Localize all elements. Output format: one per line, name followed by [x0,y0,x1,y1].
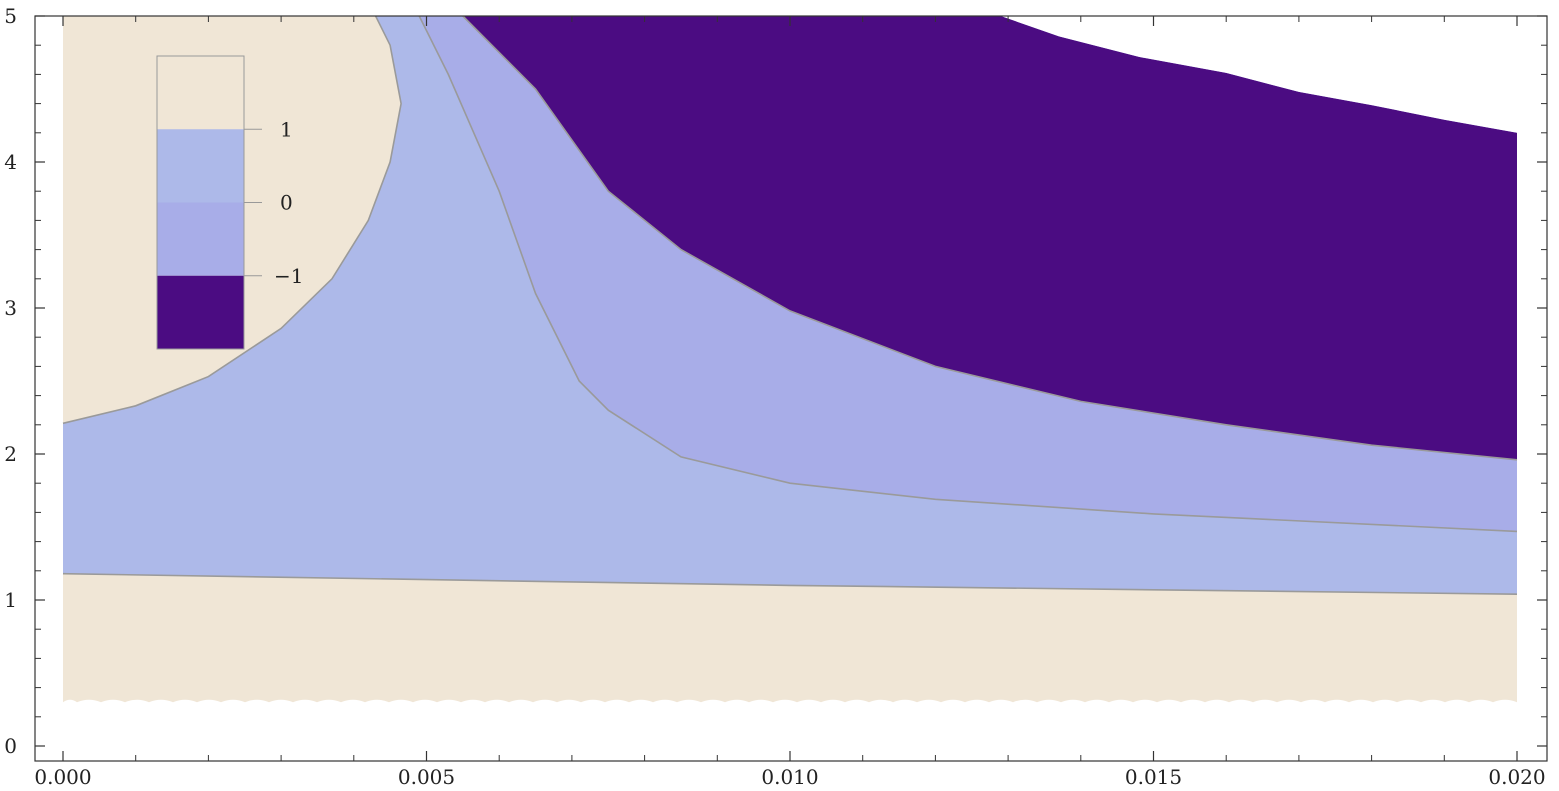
y-tick-label: 1 [4,588,17,612]
axes: 0.000 0.005 0.010 0.015 0.020 0 1 2 3 4 5 [4,4,1547,789]
y-tick-label: 3 [4,296,17,320]
contour-line-lower [62,572,1518,595]
contour-line-upper [462,15,1518,461]
y-tick-label: 5 [4,4,17,28]
legend-swatch [157,56,244,130]
x-tick-label: 0.010 [761,765,818,786]
y-tick-label: 2 [4,442,17,466]
legend-swatch [157,275,244,349]
legend-swatch [157,129,244,203]
legend: 1 0 −1 [156,55,303,350]
x-tick-label: 0.020 [1488,765,1545,786]
x-tick-label: 0.015 [1125,765,1182,786]
x-tick-label: 0.005 [398,765,455,786]
x-tick-label: 0.000 [34,765,91,786]
region-below-minus1 [462,16,1517,460]
plot-frame [34,15,1548,762]
contour-line-upper-left [62,15,402,425]
contour-line-middle [418,15,1518,533]
y-tick-label: 0 [4,734,17,758]
legend-tick-label: 1 [280,117,293,141]
legend-swatch [157,202,244,276]
legend-tick-label: −1 [274,264,303,288]
region-outside-domain [1000,16,1517,133]
contour-regions [63,16,1517,703]
contour-lines [62,15,1518,595]
legend-tick-label: 0 [280,191,293,215]
y-tick-label: 4 [4,150,17,174]
